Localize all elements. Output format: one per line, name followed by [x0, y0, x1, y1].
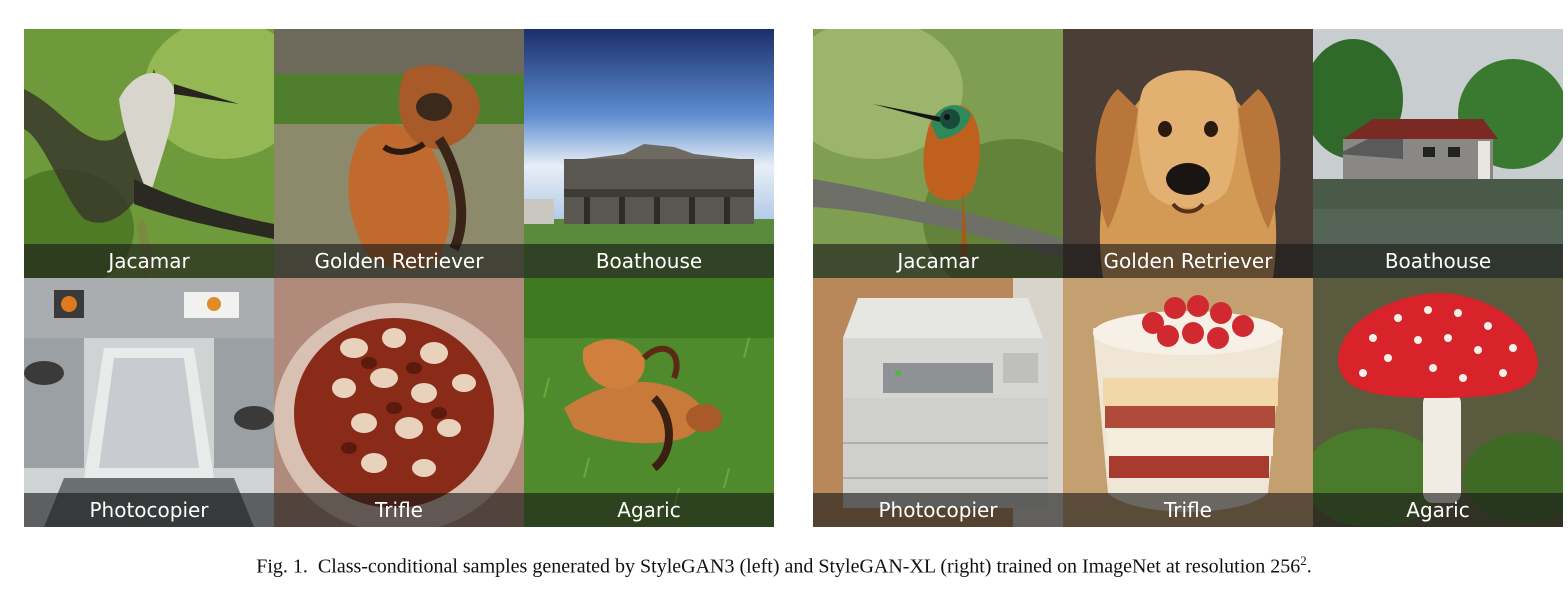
tile-label: Jacamar	[813, 244, 1063, 278]
right-tile-golden-retriever: Golden Retriever	[1063, 29, 1313, 278]
trifle-image	[274, 278, 524, 527]
jacamar-image	[24, 29, 274, 278]
figure-caption-text: Class-conditional samples generated by S…	[317, 555, 1301, 578]
right-tile-photocopier: Photocopier	[813, 278, 1063, 527]
boathouse-image	[1313, 29, 1563, 278]
boathouse-image	[524, 29, 774, 278]
tile-label: Golden Retriever	[1063, 244, 1313, 278]
tile-label: Boathouse	[1313, 244, 1563, 278]
right-tile-agaric: Agaric	[1313, 278, 1563, 527]
right-tile-jacamar: Jacamar	[813, 29, 1063, 278]
agaric-image	[524, 278, 774, 527]
jacamar-image	[813, 29, 1063, 278]
right-sample-grid: Jacamar Golden Retriever	[813, 29, 1563, 527]
left-tile-golden-retriever: Golden Retriever	[274, 29, 524, 278]
left-tile-photocopier: Photocopier	[24, 278, 274, 527]
golden-retriever-image	[274, 29, 524, 278]
left-tile-agaric: Agaric	[524, 278, 774, 527]
agaric-image	[1313, 278, 1563, 527]
tile-label: Trifle	[274, 493, 524, 527]
tile-label: Agaric	[524, 493, 774, 527]
photocopier-image	[24, 278, 274, 527]
figure-number: Fig. 1.	[256, 555, 308, 578]
figure-caption-superscript: 2	[1300, 553, 1307, 568]
left-tile-jacamar: Jacamar	[24, 29, 274, 278]
trifle-image	[1063, 278, 1313, 527]
tile-label: Trifle	[1063, 493, 1313, 527]
golden-retriever-image	[1063, 29, 1313, 278]
tile-label: Golden Retriever	[274, 244, 524, 278]
tile-label: Photocopier	[24, 493, 274, 527]
left-sample-grid: Jacamar Golden Retriever	[24, 29, 774, 527]
right-tile-trifle: Trifle	[1063, 278, 1313, 527]
left-tile-trifle: Trifle	[274, 278, 524, 527]
figure-caption-period: .	[1306, 555, 1312, 578]
tile-label: Jacamar	[24, 244, 274, 278]
tile-label: Photocopier	[813, 493, 1063, 527]
photocopier-image	[813, 278, 1063, 527]
figure-caption: Fig. 1. Class-conditional samples genera…	[0, 553, 1568, 579]
right-tile-boathouse: Boathouse	[1313, 29, 1563, 278]
left-tile-boathouse: Boathouse	[524, 29, 774, 278]
tile-label: Boathouse	[524, 244, 774, 278]
tile-label: Agaric	[1313, 493, 1563, 527]
